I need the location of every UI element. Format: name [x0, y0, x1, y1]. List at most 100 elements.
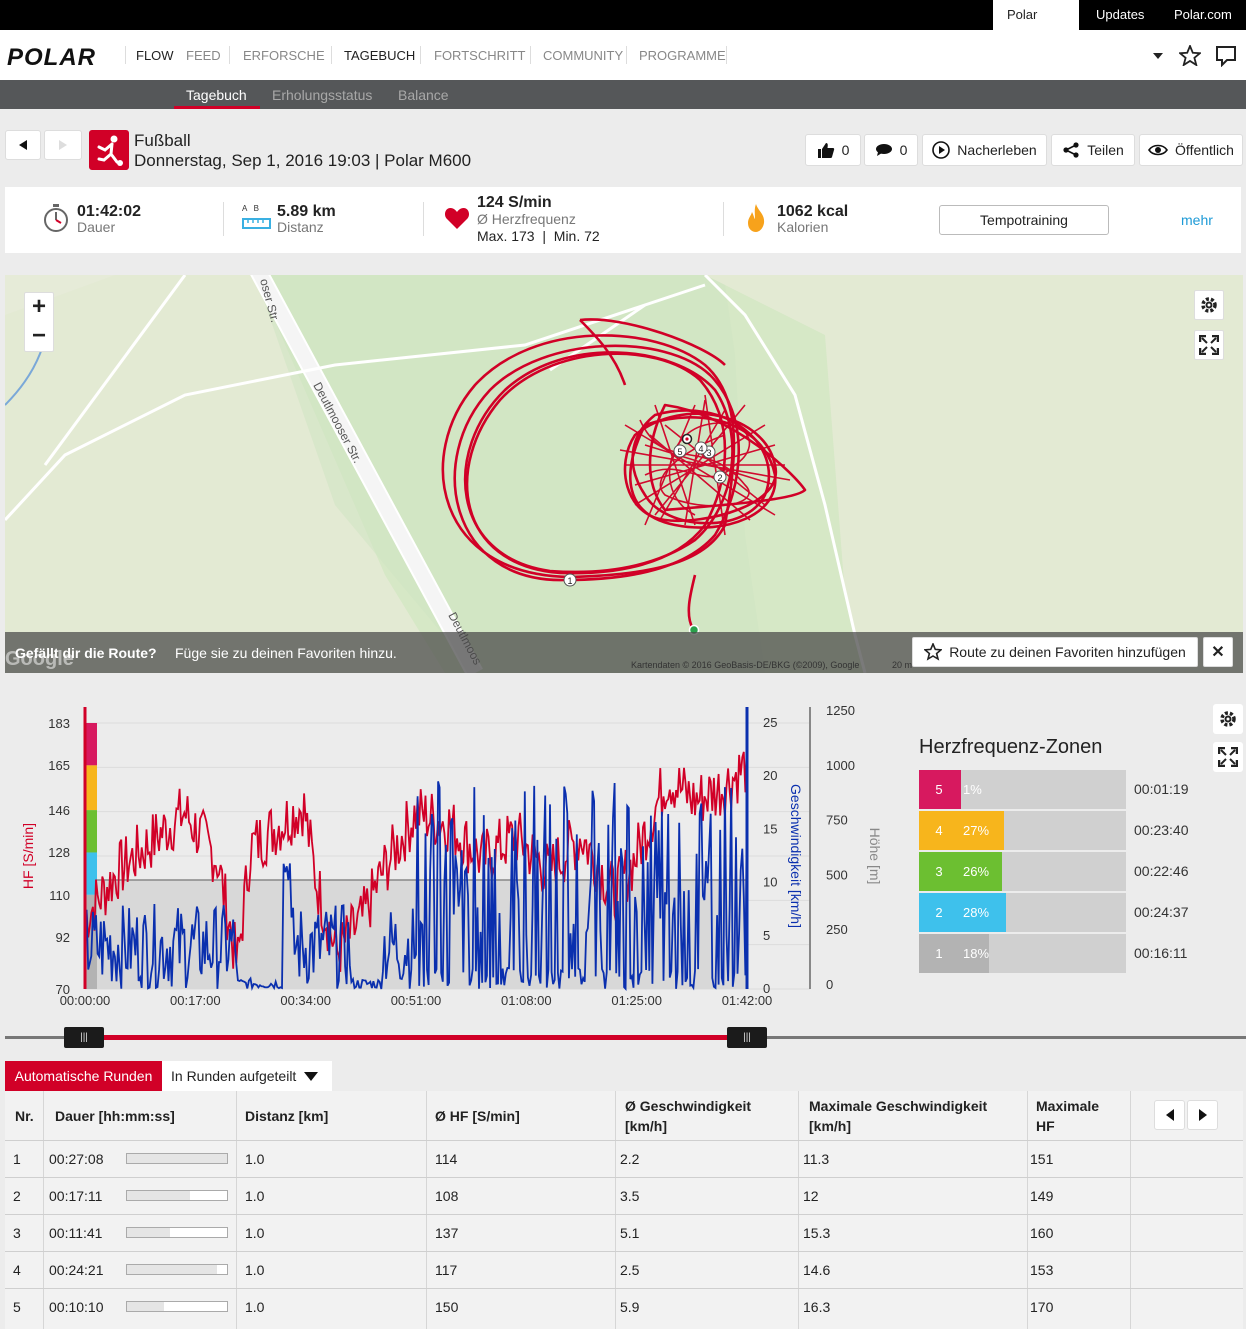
nav-item-erforsche[interactable]: ERFORSCHE [243, 48, 325, 63]
more-link[interactable]: mehr [1181, 212, 1213, 228]
chat-icon[interactable] [1215, 45, 1237, 67]
hr-speed-chart[interactable]: 183 165 146 128 110 92 70 25 20 15 10 5 0 1250 1000 750… [0, 690, 900, 1020]
nav-item-fortschritt[interactable]: FORTSCHRITT [434, 48, 526, 63]
header-avg-hr: Ø HF [S/min] [435, 1108, 520, 1124]
table-cell-nr: 5 [13, 1299, 21, 1315]
close-favorite-bar-button[interactable]: ✕ [1203, 637, 1233, 667]
lap-marker-2: 2 [717, 473, 722, 483]
comment-icon [875, 144, 892, 156]
hr-tick-label: 110 [49, 888, 70, 903]
dropdown-caret-icon[interactable] [1152, 51, 1164, 61]
altitude-tick-label: 0 [826, 977, 833, 992]
favorite-hint: Füge sie zu deinen Favoriten hinzu. [175, 645, 397, 661]
map-settings-button[interactable] [1194, 290, 1224, 320]
column-divider [1027, 1091, 1028, 1329]
favorite-question: Gefällt dir die Route? [15, 645, 157, 661]
nav-separator [726, 46, 727, 64]
training-benefit-button[interactable]: Tempotraining [939, 205, 1109, 235]
like-button[interactable]: 0 [805, 134, 861, 166]
lap-duration-bar [126, 1264, 228, 1275]
topbar-link-updates[interactable]: Updates [1096, 7, 1145, 22]
distance-ab-label: A B [242, 204, 259, 213]
nav-item-community[interactable]: COMMUNITY [543, 48, 624, 63]
time-tick-label: 00:17:00 [170, 993, 221, 1008]
zone-number: 1 [919, 934, 959, 973]
hr-zone-strip [85, 810, 97, 853]
laps-table: Nr. Dauer [hh:mm:ss] Distanz [km] Ø HF [… [5, 1091, 1243, 1329]
comment-button[interactable]: 0 [864, 134, 918, 166]
nav-item-tagebuch[interactable]: TAGEBUCH [344, 48, 416, 63]
map-attribution[interactable]: Kartendaten © 2016 GeoBasis-DE/BKG (©200… [631, 660, 860, 670]
replay-label: Nacherleben [957, 142, 1037, 158]
lap-duration-bar [126, 1301, 228, 1312]
nav-separator [530, 46, 531, 64]
table-scroll-right-button[interactable] [1187, 1100, 1218, 1130]
topbar-link-polar-com[interactable]: Polar.com [1174, 7, 1232, 22]
replay-button[interactable]: Nacherleben [922, 134, 1047, 166]
zoom-in-button[interactable]: + [31, 293, 46, 320]
avg-hr-label: Ø Herzfrequenz [477, 211, 576, 227]
subnav-erholungsstatus[interactable]: Erholungsstatus [272, 87, 373, 103]
chart-settings-button[interactable] [1213, 704, 1243, 734]
lap-duration-bar-fill [127, 1228, 170, 1237]
arrow-right-icon [1198, 1109, 1207, 1121]
header-max-speed-unit: [km/h] [809, 1118, 851, 1134]
duration-value: 01:42:02 [77, 203, 142, 220]
hr-tick-label: 128 [48, 845, 70, 860]
nav-item-feed[interactable]: FEED [186, 48, 221, 63]
tab-automatic-laps[interactable]: Automatische Runden [5, 1061, 162, 1091]
subnav-balance[interactable]: Balance [398, 87, 449, 103]
table-cell-nr: 4 [13, 1262, 21, 1278]
ruler-icon [242, 218, 271, 229]
zone-time: 00:23:40 [1134, 822, 1189, 838]
zone-time: 00:16:11 [1134, 945, 1188, 961]
add-route-favorite-label: Route zu deinen Favoriten hinzufügen [949, 644, 1186, 660]
nav-separator [125, 46, 126, 64]
polar-logo[interactable]: POLAR [7, 44, 96, 71]
main-nav: POLAR FLOW FEED ERFORSCHE TAGEBUCH FORTS… [0, 30, 1246, 80]
range-slider-handle-left[interactable]: ||| [64, 1027, 104, 1048]
nav-item-programme[interactable]: PROGRAMME [639, 48, 726, 63]
table-cell-duration: 00:11:41 [49, 1225, 103, 1241]
speed-tick-label: 5 [763, 928, 770, 943]
speed-series-line [84, 781, 748, 992]
zoom-out-button[interactable]: − [31, 322, 46, 349]
speed-tick-label: 15 [763, 821, 777, 836]
hr-axis-title: HF [S/min] [20, 823, 36, 889]
zone-bar-fill [959, 811, 1004, 850]
visibility-button[interactable]: Öffentlich [1139, 134, 1243, 166]
table-cell-maxhr: 151 [1030, 1151, 1054, 1167]
share-button[interactable]: Teilen [1051, 134, 1135, 166]
nav-item-flow[interactable]: FLOW [136, 48, 174, 63]
table-cell-hr: 150 [435, 1299, 459, 1315]
subnav-tagebuch[interactable]: Tagebuch [186, 87, 247, 103]
top-bar: Polar Flow Updates Polar.com [0, 0, 1246, 52]
lap-marker-3: 3 [706, 448, 711, 458]
fullscreen-icon [1218, 747, 1238, 767]
stats-separator [223, 202, 224, 236]
map-fullscreen-button[interactable] [1194, 330, 1224, 360]
table-cell-duration: 00:24:21 [49, 1262, 104, 1278]
heart-icon [444, 208, 470, 229]
table-scroll-left-button[interactable] [1154, 1100, 1185, 1130]
zone-percentage: 28% [963, 905, 990, 920]
time-tick-label: 01:42:00 [722, 993, 773, 1008]
map-scale: 20 m [892, 660, 913, 670]
share-label: Teilen [1087, 142, 1124, 158]
zone-bar-fill [959, 893, 1006, 932]
range-slider-handle-right[interactable]: ||| [727, 1027, 767, 1048]
laps-split-dropdown[interactable]: In Runden aufgeteilt [162, 1061, 332, 1091]
add-route-favorite-button[interactable]: Route zu deinen Favoriten hinzufügen [912, 637, 1198, 667]
chart-fullscreen-button[interactable] [1213, 742, 1243, 772]
topbar-link-polar-flow[interactable]: Polar Flow [993, 0, 1079, 52]
time-tick-label: 00:51:00 [391, 993, 442, 1008]
prev-session-button[interactable] [5, 130, 41, 160]
calories-value: 1062 kcal [777, 203, 849, 220]
next-session-button[interactable] [44, 130, 82, 160]
table-cell-dist: 1.0 [245, 1299, 265, 1315]
google-logo: Google [5, 648, 74, 670]
star-icon[interactable] [1179, 45, 1201, 66]
table-row-divider [5, 1177, 1243, 1178]
route-map[interactable]: 1 2 3 4 5 Deutlmooser Str. Deutlmoos ose… [5, 275, 1243, 673]
time-tick-label: 01:08:00 [501, 993, 552, 1008]
